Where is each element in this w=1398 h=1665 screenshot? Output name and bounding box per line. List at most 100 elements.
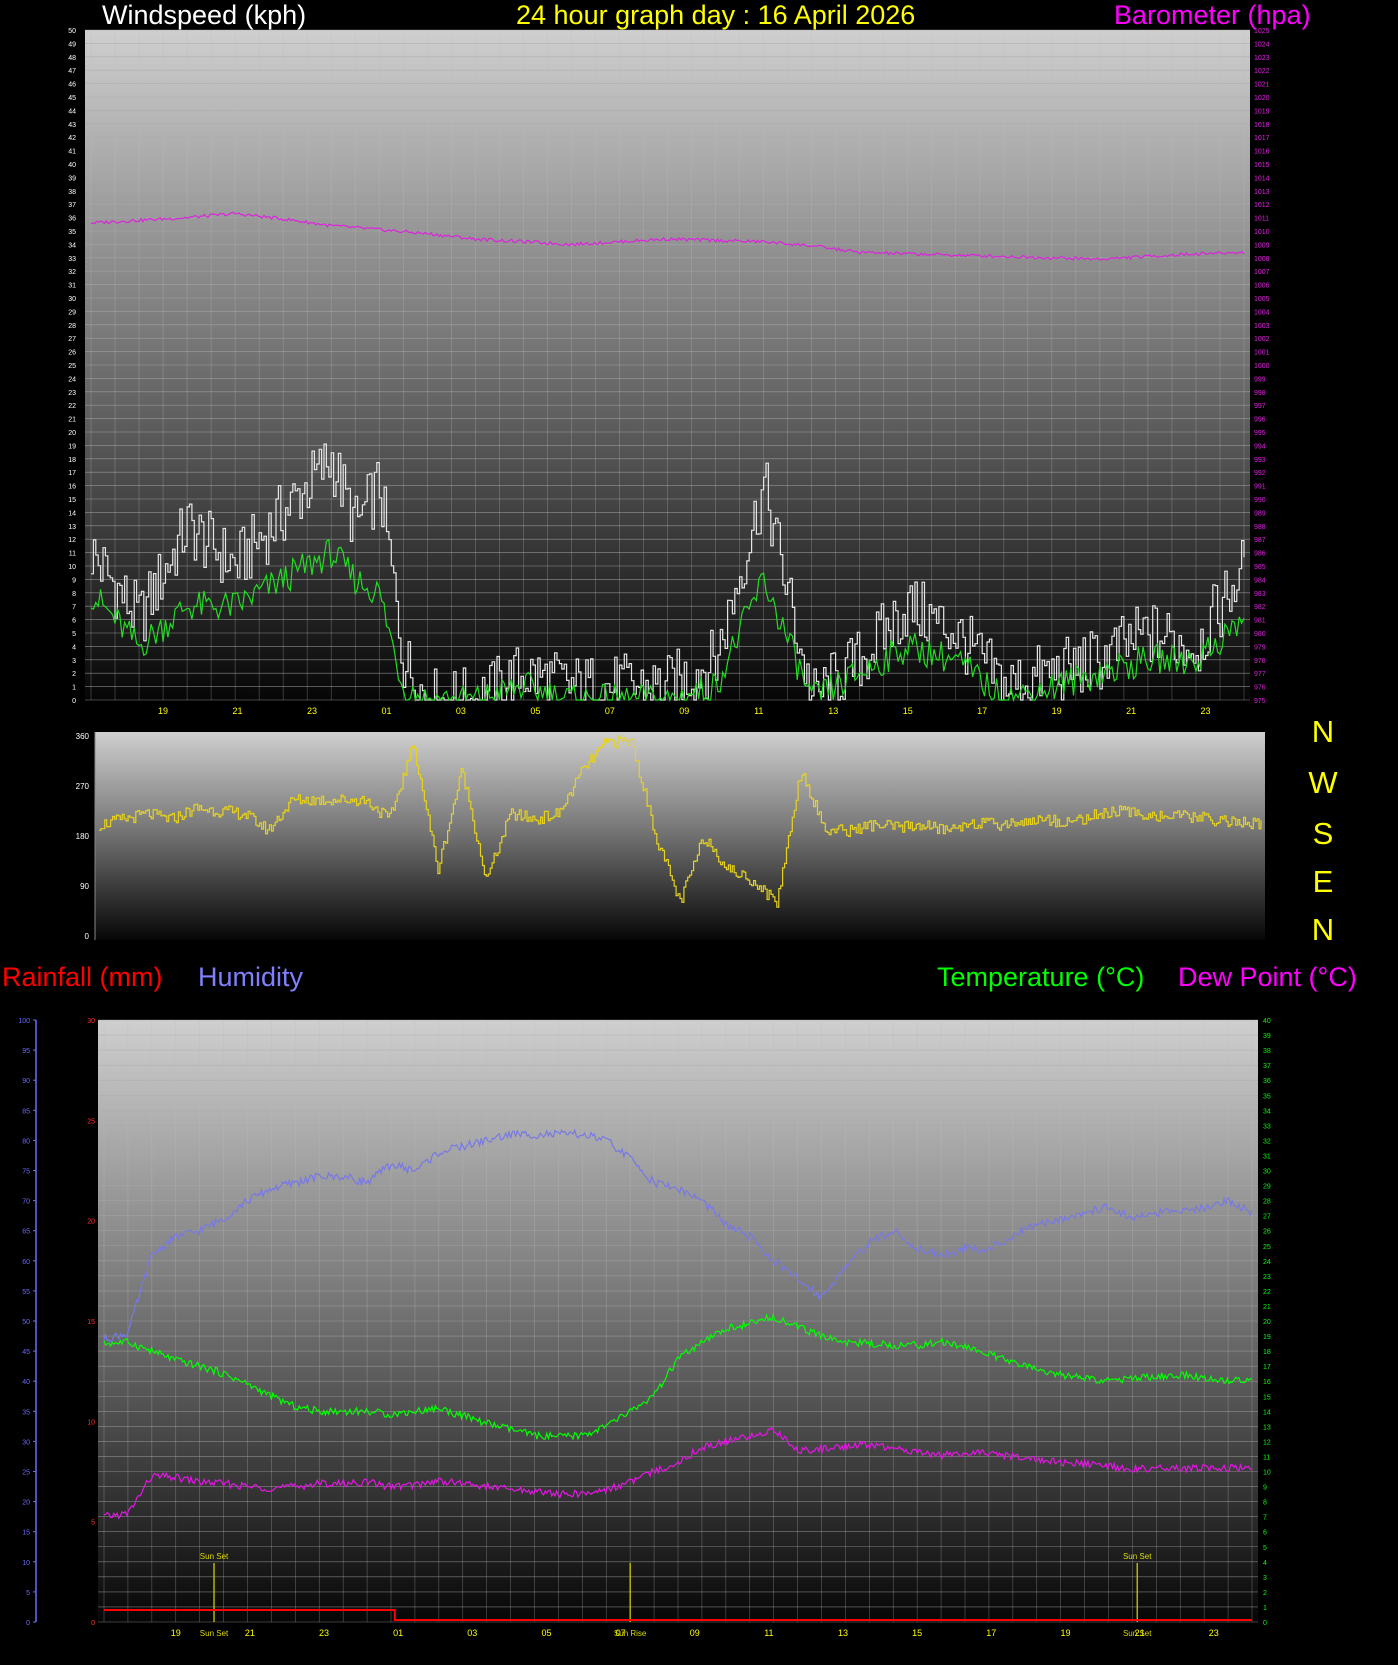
baro-y-tick: 982 <box>1254 604 1266 611</box>
wind-x-tick: 01 <box>381 706 391 716</box>
baro-y-tick: 1019 <box>1254 108 1270 115</box>
baro-y-tick: 1001 <box>1254 350 1270 357</box>
humidity-y-tick: 20 <box>22 1500 30 1507</box>
wind-x-tick: 21 <box>1126 706 1136 716</box>
wind-y-tick: 27 <box>68 336 76 343</box>
baro-y-tick: 984 <box>1254 577 1266 584</box>
temp-y-tick: 2 <box>1263 1590 1267 1597</box>
temp-y-tick: 9 <box>1263 1485 1267 1492</box>
wind-y-tick: 1 <box>72 685 76 692</box>
baro-y-tick: 1022 <box>1254 68 1270 75</box>
wind-y-tick: 20 <box>68 430 76 437</box>
sun-marker-label: Sun Set <box>200 1552 229 1561</box>
wind-x-tick: 19 <box>1052 706 1062 716</box>
wind-y-tick: 19 <box>68 443 76 450</box>
rain-y-tick: 10 <box>87 1419 95 1426</box>
rain-y-tick: 20 <box>87 1219 95 1226</box>
humidity-y-tick: 50 <box>22 1319 30 1326</box>
wind-y-tick: 10 <box>68 564 76 571</box>
temp-y-tick: 23 <box>1263 1274 1271 1281</box>
direction-y-tick: 180 <box>76 832 90 841</box>
temp-y-tick: 14 <box>1263 1409 1271 1416</box>
temp-y-tick: 6 <box>1263 1530 1267 1537</box>
temp-y-tick: 21 <box>1263 1304 1271 1311</box>
direction-label-e: E <box>1312 864 1334 899</box>
temp-y-tick: 35 <box>1263 1093 1271 1100</box>
baro-y-tick: 994 <box>1254 443 1266 450</box>
baro-y-tick: 1000 <box>1254 363 1270 370</box>
wind-y-tick: 36 <box>68 216 76 223</box>
humidity-y-tick: 30 <box>22 1439 30 1446</box>
baro-y-tick: 997 <box>1254 403 1266 410</box>
baro-y-tick: 1020 <box>1254 95 1270 102</box>
humidity-y-tick: 0 <box>26 1620 30 1627</box>
temp-y-tick: 3 <box>1263 1575 1267 1582</box>
temp-y-tick: 39 <box>1263 1033 1271 1040</box>
temp-y-tick: 22 <box>1263 1289 1271 1296</box>
temp-y-tick: 32 <box>1263 1138 1271 1145</box>
baro-y-tick: 1013 <box>1254 189 1270 196</box>
baro-y-tick: 985 <box>1254 564 1266 571</box>
temp-x-tick: 23 <box>1209 1628 1219 1638</box>
temp-y-tick: 13 <box>1263 1424 1271 1431</box>
temp-y-tick: 26 <box>1263 1229 1271 1236</box>
wind-y-tick: 47 <box>68 68 76 75</box>
wind-y-tick: 49 <box>68 41 76 48</box>
humidity-y-tick: 55 <box>22 1289 30 1296</box>
humidity-y-tick: 75 <box>22 1169 30 1176</box>
baro-y-tick: 979 <box>1254 644 1266 651</box>
baro-y-tick: 1008 <box>1254 256 1270 263</box>
baro-y-tick: 1007 <box>1254 269 1270 276</box>
wind-y-tick: 18 <box>68 457 76 464</box>
baro-y-tick: 978 <box>1254 658 1266 665</box>
wind-y-tick: 50 <box>68 28 76 35</box>
sun-marker-axis-label: Sun Set <box>1123 1629 1152 1638</box>
temp-y-tick: 28 <box>1263 1199 1271 1206</box>
wind-y-tick: 12 <box>68 537 76 544</box>
temp-y-tick: 11 <box>1263 1454 1270 1461</box>
baro-y-tick: 989 <box>1254 510 1266 517</box>
wind-y-tick: 3 <box>72 658 76 665</box>
direction-y-tick: 360 <box>76 732 90 741</box>
temp-y-tick: 36 <box>1263 1078 1271 1085</box>
baro-y-tick: 995 <box>1254 430 1266 437</box>
humidity-y-tick: 70 <box>22 1199 30 1206</box>
temp-x-tick: 07 <box>616 1628 626 1638</box>
baro-y-tick: 1011 <box>1254 216 1269 223</box>
sun-marker-label: Sun Set <box>1123 1552 1152 1561</box>
baro-y-tick: 1005 <box>1254 296 1270 303</box>
wind-y-tick: 5 <box>72 631 76 638</box>
direction-label-n-bottom: N <box>1311 912 1335 947</box>
wind-y-tick: 44 <box>68 108 76 115</box>
temp-y-tick: 16 <box>1263 1379 1271 1386</box>
temp-y-tick: 34 <box>1263 1108 1271 1115</box>
temp-x-tick: 01 <box>393 1628 403 1638</box>
baro-y-tick: 993 <box>1254 457 1266 464</box>
temp-y-tick: 12 <box>1263 1439 1271 1446</box>
wind-y-tick: 8 <box>72 591 76 598</box>
baro-y-tick: 1015 <box>1254 162 1270 169</box>
wind-y-tick: 13 <box>68 524 76 531</box>
wind-y-tick: 4 <box>72 644 76 651</box>
baro-y-tick: 975 <box>1254 698 1266 705</box>
baro-y-tick: 1009 <box>1254 242 1270 249</box>
humidity-y-tick: 80 <box>22 1138 30 1145</box>
wind-y-tick: 38 <box>68 189 76 196</box>
direction-label-n-top: N <box>1311 714 1335 749</box>
baro-y-tick: 1004 <box>1254 309 1270 316</box>
rainfall-title: Rainfall (mm) <box>2 962 163 992</box>
sun-marker-axis-label: Sun Rise <box>614 1629 647 1638</box>
humidity-y-tick: 15 <box>22 1530 30 1537</box>
baro-y-tick: 1024 <box>1254 41 1270 48</box>
temp-y-tick: 4 <box>1263 1560 1267 1567</box>
wind-x-tick: 05 <box>530 706 540 716</box>
direction-y-tick: 0 <box>85 932 90 941</box>
temp-y-tick: 31 <box>1263 1153 1271 1160</box>
wind-y-tick: 17 <box>68 470 76 477</box>
dewpoint-title: Dew Point (°C) <box>1178 962 1357 992</box>
wind-gust-series <box>91 443 1245 701</box>
wind-y-tick: 41 <box>68 149 76 156</box>
temp-y-tick: 15 <box>1263 1394 1271 1401</box>
baro-y-tick: 1021 <box>1254 82 1270 89</box>
wind-y-tick: 26 <box>68 350 76 357</box>
